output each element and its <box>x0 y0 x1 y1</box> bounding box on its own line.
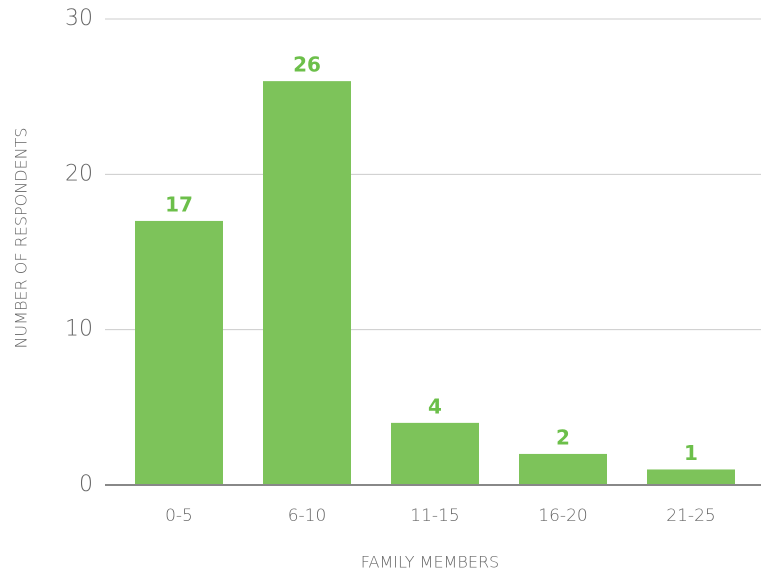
x-tick-label: 11-15 <box>410 506 459 526</box>
x-axis-title: FAMILY MEMBERS <box>361 553 499 572</box>
value-label: 4 <box>428 394 442 418</box>
x-tick-label: 6-10 <box>288 506 327 526</box>
value-label: 26 <box>293 53 321 77</box>
bar <box>391 422 479 485</box>
y-tick-label: 20 <box>65 161 93 186</box>
y-tick-label: 0 <box>79 472 93 497</box>
value-label: 2 <box>556 425 570 449</box>
x-tick-label: 21-25 <box>666 506 715 526</box>
bar <box>519 453 607 485</box>
value-label: 1 <box>684 441 698 465</box>
y-axis-title: NUMBER OF RESPONDENTS <box>12 127 31 348</box>
bar <box>647 469 735 485</box>
y-tick-label: 10 <box>65 317 93 342</box>
x-tick-label: 0-5 <box>165 506 193 526</box>
bar <box>263 81 351 485</box>
y-tick-label: 30 <box>65 6 93 31</box>
bar <box>135 220 223 485</box>
value-label: 17 <box>165 192 193 216</box>
x-tick-label: 16-20 <box>538 506 587 526</box>
